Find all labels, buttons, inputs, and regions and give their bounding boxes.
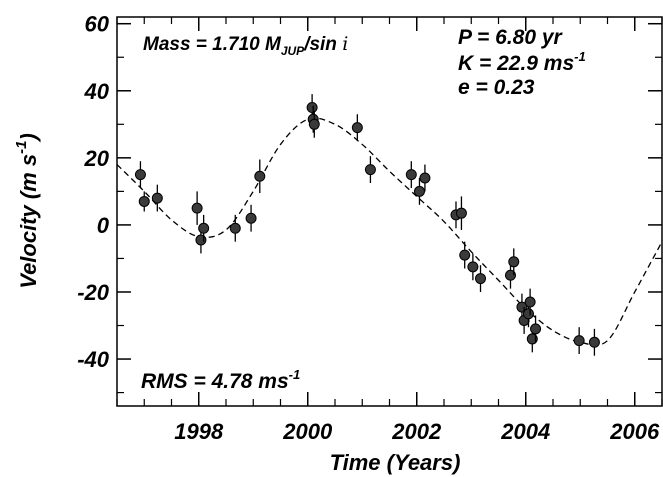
data-point — [245, 212, 257, 224]
k-annotation: K = 22.9 ms-1 — [458, 49, 586, 75]
data-point — [351, 122, 363, 134]
data-point — [413, 185, 425, 197]
data-point — [530, 323, 542, 335]
data-point — [198, 222, 210, 234]
x-tick-label: 2000 — [282, 419, 333, 444]
y-tick-label: 40 — [84, 79, 110, 104]
y-axis-title: Velocity (m s-1) — [13, 133, 41, 289]
data-points-layer — [134, 94, 600, 356]
data-point — [524, 296, 536, 308]
y-tick-label: 0 — [97, 213, 110, 238]
data-point — [364, 164, 376, 176]
data-point — [573, 335, 585, 347]
axis-ticks — [116, 17, 663, 406]
y-tick-label: 20 — [84, 146, 110, 171]
data-point — [405, 169, 417, 181]
data-point — [229, 222, 241, 234]
y-tick-label: 60 — [85, 12, 110, 37]
data-point — [508, 256, 520, 268]
data-point — [306, 102, 318, 114]
y-tick-label: -20 — [77, 280, 110, 305]
data-point — [134, 169, 146, 181]
data-point — [504, 269, 516, 281]
data-point — [195, 234, 207, 246]
data-point — [308, 118, 320, 130]
mass-annotation: Mass = 1.710 MJUP/sin i — [143, 33, 348, 58]
data-point — [526, 333, 538, 345]
y-tick-label: -40 — [77, 347, 110, 372]
data-point — [419, 172, 431, 184]
data-point — [138, 195, 150, 207]
data-point — [522, 308, 534, 320]
data-point — [588, 336, 600, 348]
data-point — [254, 170, 266, 182]
axis-tick-labels: 1998 2000 2002 2004 2006 60 40 20 0 -20 -40 — [77, 12, 660, 444]
data-point — [151, 192, 163, 204]
x-tick-label: 2006 — [609, 419, 660, 444]
data-point — [467, 261, 479, 273]
data-point — [475, 273, 487, 285]
x-tick-label: 1998 — [174, 419, 224, 444]
rms-annotation: RMS = 4.78 ms-1 — [141, 367, 300, 393]
fit-curve-layer — [117, 117, 662, 346]
data-point — [455, 207, 467, 219]
data-point — [459, 249, 471, 261]
eccentricity-annotation: e = 0.23 — [458, 76, 535, 99]
x-axis-title: Time (Years) — [330, 450, 461, 475]
keplerian-fit-curve — [117, 117, 662, 346]
x-tick-label: 2002 — [391, 419, 442, 444]
x-tick-label: 2004 — [500, 419, 550, 444]
period-annotation: P = 6.80 yr — [458, 26, 564, 49]
data-point — [191, 202, 203, 214]
